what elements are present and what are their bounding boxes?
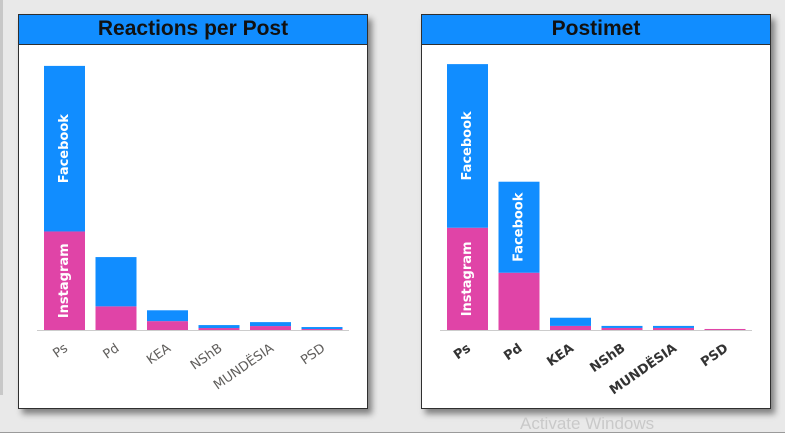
x-tick-label-pd: Pd bbox=[101, 341, 123, 363]
bottom-panel-edge bbox=[0, 432, 785, 438]
data-label-facebook-ps: Facebook bbox=[57, 114, 72, 184]
bar-instagram-kea[interactable] bbox=[147, 321, 188, 330]
x-tick-label-ps: Ps bbox=[50, 341, 71, 362]
data-label-instagram-ps: Instagram bbox=[460, 241, 475, 316]
x-tick-label-pd: Pd bbox=[501, 341, 525, 364]
x-tick-label-ps: Ps bbox=[451, 341, 474, 363]
bar-facebook-psd[interactable] bbox=[301, 327, 343, 330]
bar-facebook-nshb[interactable] bbox=[601, 325, 643, 328]
x-tick-label-nshb: NShB bbox=[188, 341, 225, 373]
reactions-per-post-card[interactable]: Reactions per Post Instagram Facebook Ps Pd… bbox=[18, 14, 368, 409]
x-tick-label-psd: PSD bbox=[698, 341, 731, 370]
bar-instagram-mundësia[interactable] bbox=[653, 327, 694, 330]
x-tick-label-psd: PSD bbox=[298, 341, 328, 368]
bar-facebook-mundësia[interactable] bbox=[250, 322, 291, 327]
x-tick-label-nshb: NShB bbox=[587, 341, 628, 376]
bar-facebook-mundësia[interactable] bbox=[653, 325, 694, 328]
activate-windows-watermark: Activate Windows bbox=[520, 414, 655, 433]
data-label-facebook-ps: Facebook bbox=[460, 111, 475, 181]
bar-facebook-ps[interactable] bbox=[447, 64, 488, 228]
bar-facebook-kea[interactable] bbox=[147, 310, 188, 322]
bar-facebook-nshb[interactable] bbox=[198, 325, 240, 329]
bar-instagram-ps[interactable] bbox=[447, 227, 488, 330]
chart-title: Reactions per Post bbox=[19, 15, 367, 45]
bar-facebook-ps[interactable] bbox=[44, 65, 85, 232]
data-label-instagram-ps: Instagram bbox=[57, 243, 72, 318]
postimet-card[interactable]: Postimet Instagram Facebook Ps Facebook Pd KE… bbox=[421, 14, 771, 409]
left-panel-edge bbox=[0, 0, 3, 395]
bar-facebook-kea[interactable] bbox=[550, 317, 591, 326]
x-tick-label-kea: KEA bbox=[544, 341, 576, 370]
bar-instagram-psd[interactable] bbox=[704, 328, 746, 330]
bar-instagram-pd[interactable] bbox=[498, 272, 540, 330]
bar-instagram-pd[interactable] bbox=[95, 306, 137, 330]
bar-instagram-nshb[interactable] bbox=[198, 328, 240, 330]
x-tick-label-kea: KEA bbox=[144, 341, 174, 368]
bar-facebook-pd[interactable] bbox=[95, 257, 137, 307]
data-label-facebook-pd: Facebook bbox=[512, 192, 527, 262]
bar-instagram-kea[interactable] bbox=[550, 325, 591, 330]
bar-instagram-mundësia[interactable] bbox=[250, 326, 291, 330]
chart-title: Postimet bbox=[422, 15, 770, 45]
bar-instagram-ps[interactable] bbox=[44, 231, 85, 330]
bar-instagram-psd[interactable] bbox=[301, 329, 343, 330]
bar-instagram-nshb[interactable] bbox=[601, 327, 643, 330]
bar-facebook-pd[interactable] bbox=[498, 181, 540, 273]
